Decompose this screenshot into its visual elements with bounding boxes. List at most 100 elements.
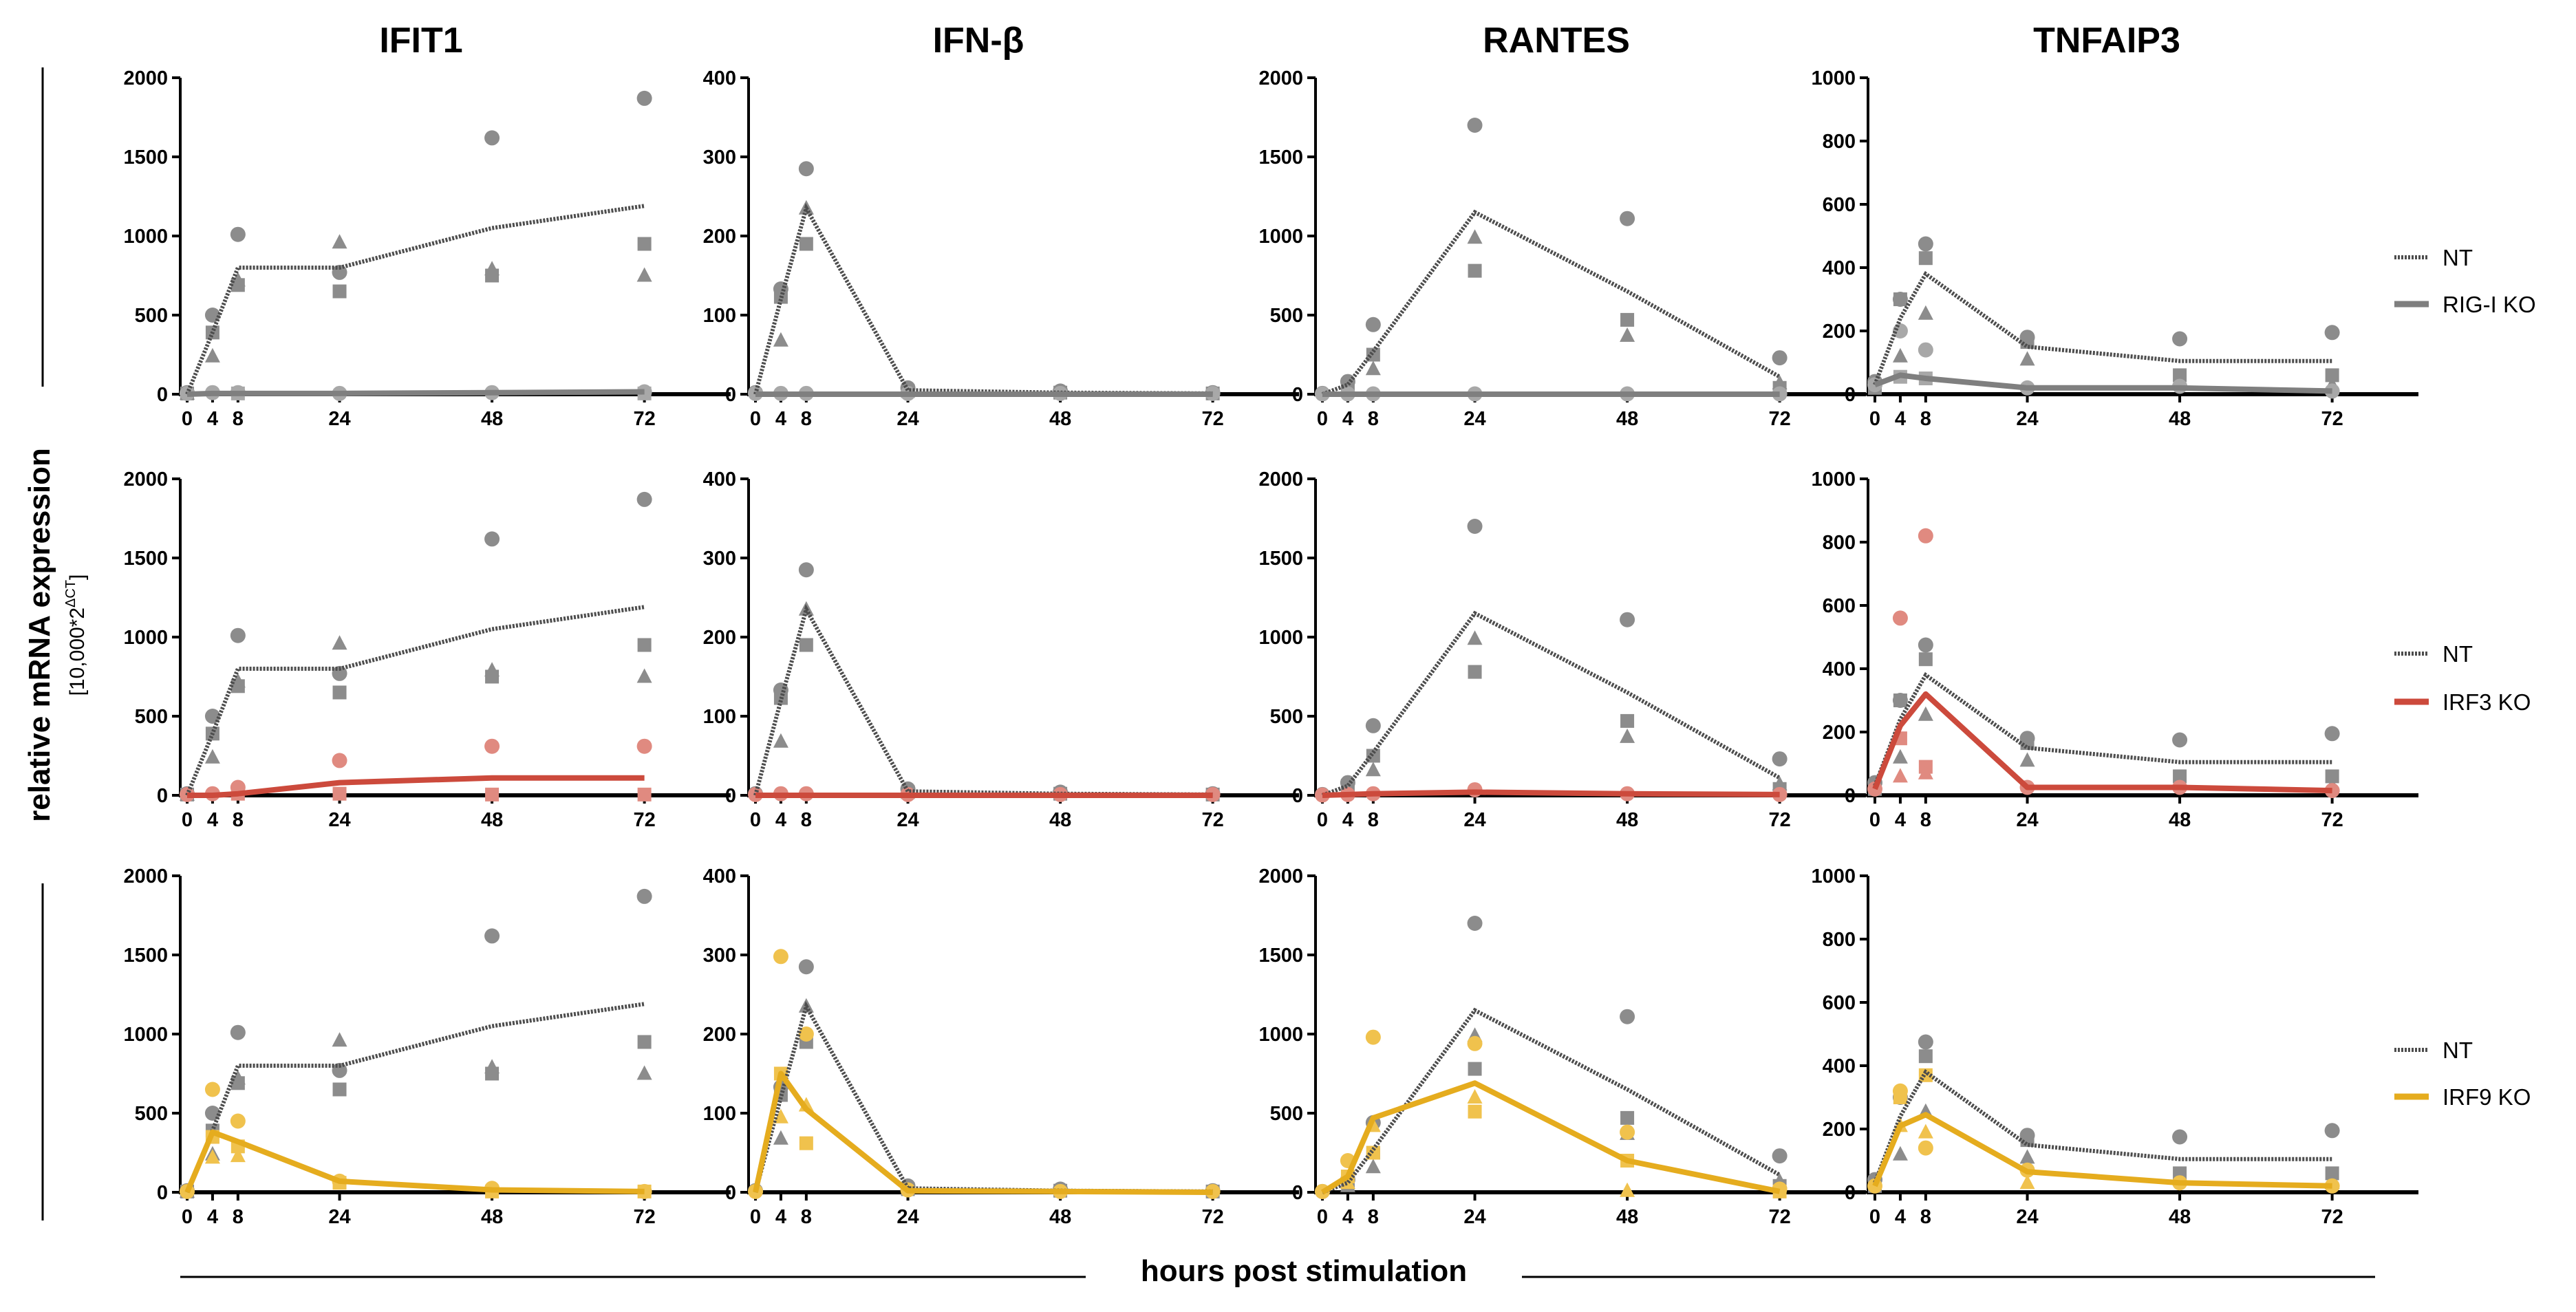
panel-rig-i-ko-rantes-nt-line [1321, 209, 1781, 396]
panel-rig-i-ko-rantes-nt-point-12-triangle [1620, 327, 1635, 342]
panel-irf9-ko-rantes-xtick-label-4: 48 [1616, 1206, 1638, 1228]
panel-irf3-ko-tnfaip3-nt-point-9-square [2020, 736, 2035, 751]
panel-rig-i-ko-rantes-ytick-label-1: 500 [1270, 305, 1303, 327]
panel-irf9-ko-rantes-nt-point-7-circle [1467, 916, 1483, 931]
panel-irf9-ko-tnfaip3-nt-point-6-square [1918, 1049, 1933, 1064]
panel-irf9-ko-ifn-xtick-label-1: 4 [775, 1206, 786, 1228]
panel-rig-i-ko-ifit1-nt-point-17-triangle [636, 267, 652, 282]
panel-irf3-ko-rantes-nt-point-12-triangle [1620, 728, 1635, 743]
panel-irf9-ko-rantes-ytick-label-4: 2000 [1258, 865, 1303, 888]
panel-irf3-ko-ifit1-nt-point-15-circle [636, 491, 652, 507]
panel-irf9-ko-ifit1-nt-point-15-circle [636, 888, 652, 904]
panel-rig-i-ko-tnfaip3-ko-point-1-circle [1892, 323, 1908, 338]
panel-rig-i-ko-rantes-nt-point-6-triangle [1365, 361, 1381, 376]
panel-irf9-ko-ifit1-xtick-label-1: 4 [207, 1206, 218, 1228]
panel-rig-i-ko-rantes-ytick-label-4: 2000 [1258, 67, 1303, 89]
panel-irf3-ko-tnfaip3-nt-point-14-circle [2324, 726, 2340, 742]
panel-irf3-ko-ifn-ytick-label-3: 300 [703, 548, 736, 570]
panel-irf3-ko-tnfaip3-ytick-label-5: 1000 [1811, 469, 1856, 491]
panel-irf3-ko-ifit1-nt-line [185, 605, 645, 797]
panel-irf3-ko-tnfaip3-xtick-label-3: 24 [2016, 809, 2038, 831]
panel-irf9-ko-tnfaip3-nt-point-15-square [2325, 1166, 2339, 1181]
panel-rig-i-ko-tnfaip3-ytick-label-1: 200 [1823, 321, 1856, 343]
panel-rig-i-ko-ifn-ytick-label-1: 100 [703, 305, 736, 327]
panel-irf3-ko-ifn-nt-line [753, 603, 1213, 797]
panel-irf3-ko-tnfaip3-nt-point-15-square [2325, 769, 2339, 784]
panel-irf9-ko-ifn-nt-line [753, 1000, 1213, 1194]
panel-irf9-ko-tnfaip3-ytick-label-4: 800 [1823, 929, 1856, 951]
panel-rig-i-ko-tnfaip3-nt-point-3-square [1893, 292, 1907, 306]
panel-rig-i-ko-tnfaip3-xtick-label-1: 4 [1895, 408, 1906, 430]
panel-irf9-ko-ifn-xtick-label-5: 72 [1201, 1206, 1223, 1228]
panel-rig-i-ko-rantes-nt-point-15-triangle [1772, 374, 1788, 389]
panel-irf3-ko-tnfaip3-nt-point-4-triangle [1892, 749, 1908, 764]
panel-irf3-ko-rantes-ko-line [1322, 789, 1780, 798]
panel-irf3-ko-rantes-ytick-label-0: 0 [1292, 785, 1303, 807]
panel-irf9-ko-ifit1-ko-point-6-triangle [230, 1148, 246, 1163]
panel-irf3-ko-ifit1-ytick-label-1: 500 [135, 706, 168, 728]
panel-irf3-ko-ifit1-xtick-label-0: 0 [182, 809, 193, 831]
legend-rig-i-ko: NT RIG-I KO [2394, 245, 2536, 317]
panel-irf9-ko-ifn-ytick-label-4: 400 [703, 865, 736, 888]
panel-rig-i-ko-ifit1-nt-point-11-triangle [332, 234, 347, 249]
panel-irf3-ko-rantes-nt-point-11-square [1620, 713, 1635, 728]
panel-rig-i-ko-tnfaip3-nt-point-4-triangle [1892, 347, 1908, 363]
gene-title-ifn-beta: IFN-β [933, 21, 1024, 61]
panel-irf3-ko-tnfaip3-ytick-label-0: 0 [1845, 785, 1856, 807]
panel-irf3-ko-tnfaip3-ko-point-4-circle [1918, 528, 1933, 544]
panel-irf3-ko-ifit1-ytick-label-0: 0 [157, 785, 168, 807]
panel-irf3-ko-ifit1-ko-line [187, 775, 645, 798]
panel-irf9-ko-tnfaip3-nt-point-9-square [2020, 1133, 2035, 1148]
panel-irf9-ko-ifn-ko-point-5-square [799, 1136, 813, 1150]
legend-label-nt: NT [2443, 641, 2473, 667]
panel-irf9-ko-rantes-ytick-label-0: 0 [1292, 1182, 1303, 1204]
panel-irf3-ko-rantes-xtick-label-4: 48 [1616, 809, 1638, 831]
gene-title-ifit1: IFIT1 [379, 21, 462, 61]
panel-rig-i-ko-ifn-ytick-label-2: 200 [703, 226, 736, 248]
gene-title-tnfaip3: TNFAIP3 [2033, 21, 2180, 61]
y-axis-label: relative mRNA expression [23, 448, 56, 822]
panel-irf3-ko-ifit1-ko-point-8-circle [636, 738, 652, 754]
legend-irf3-ko: NT IRF3 KO [2394, 641, 2531, 715]
panel-irf9-ko-ifit1-nt-point-10-square [332, 1082, 347, 1097]
panel-irf9-ko-ifn-nt-point-3-triangle [773, 1130, 788, 1145]
panel-irf9-ko-ifit1-ko-point-4-circle [230, 1113, 246, 1129]
panel-rig-i-ko-ifn-ytick-label-3: 300 [703, 147, 736, 169]
panel-irf3-ko-ifit1-nt-point-10-square [332, 685, 347, 700]
panel-irf9-ko-ifit1-ko-point-3-triangle [204, 1149, 220, 1164]
panel-irf9-ko-rantes-ko-point-12-triangle [1620, 1182, 1635, 1197]
panel-irf3-ko-tnfaip3-xtick-label-5: 72 [2321, 809, 2343, 831]
panel-rig-i-ko-ifit1-nt-point-5-triangle [204, 347, 220, 363]
panel-irf9-ko-rantes-ko-point-7-circle [1467, 1035, 1483, 1051]
panel-rig-i-ko-ifn-ytick-label-0: 0 [725, 384, 736, 406]
panel-irf9-ko-tnfaip3-ytick-label-0: 0 [1845, 1182, 1856, 1204]
panel-irf9-ko-rantes-ko-line [1320, 1080, 1781, 1195]
panel-irf9-ko-rantes-nt-point-6-triangle [1365, 1159, 1381, 1174]
panel-rig-i-ko-rantes-nt-point-10-circle [1620, 211, 1635, 226]
panel-irf9-ko-ifn-ko-line [753, 1071, 1213, 1195]
panel-rig-i-ko-tnfaip3-ytick-label-3: 600 [1823, 194, 1856, 216]
panel-irf3-ko-rantes-nt-point-10-circle [1620, 612, 1635, 627]
panel-irf9-ko-ifn-ko-point-4-circle [798, 1026, 814, 1042]
panel-irf9-ko-tnfaip3-nt-point-11-circle [2172, 1129, 2188, 1145]
panel-irf9-ko-ifit1-xtick-label-4: 48 [481, 1206, 503, 1228]
panel-rig-i-ko-ifit1-xtick-label-5: 72 [633, 408, 655, 430]
panel-irf3-ko-tnfaip3-ytick-label-3: 600 [1823, 595, 1856, 617]
panel-irf3-ko-ifn-xtick-label-5: 72 [1201, 809, 1223, 831]
panel-rig-i-ko-ifit1-ytick-label-3: 1500 [123, 147, 168, 169]
panel-rig-i-ko-ifit1-xtick-label-4: 48 [481, 408, 503, 430]
panel-irf3-ko-tnfaip3-nt-point-7-triangle [1918, 706, 1933, 721]
panel-irf9-ko-ifit1-nt-point-12-circle [484, 928, 500, 944]
panel-rig-i-ko-tnfaip3-nt-point-9-square [2020, 335, 2035, 349]
panel-rig-i-ko-ifit1-xtick-label-1: 4 [207, 408, 218, 430]
panel-irf9-ko-ifn-ytick-label-2: 200 [703, 1024, 736, 1046]
panel-rig-i-ko-ifn-xtick-label-3: 24 [897, 408, 919, 430]
y-axis-unit: [10,000*2ΔCT] [63, 574, 89, 696]
panel-rig-i-ko-tnfaip3-xtick-label-0: 0 [1869, 408, 1880, 430]
